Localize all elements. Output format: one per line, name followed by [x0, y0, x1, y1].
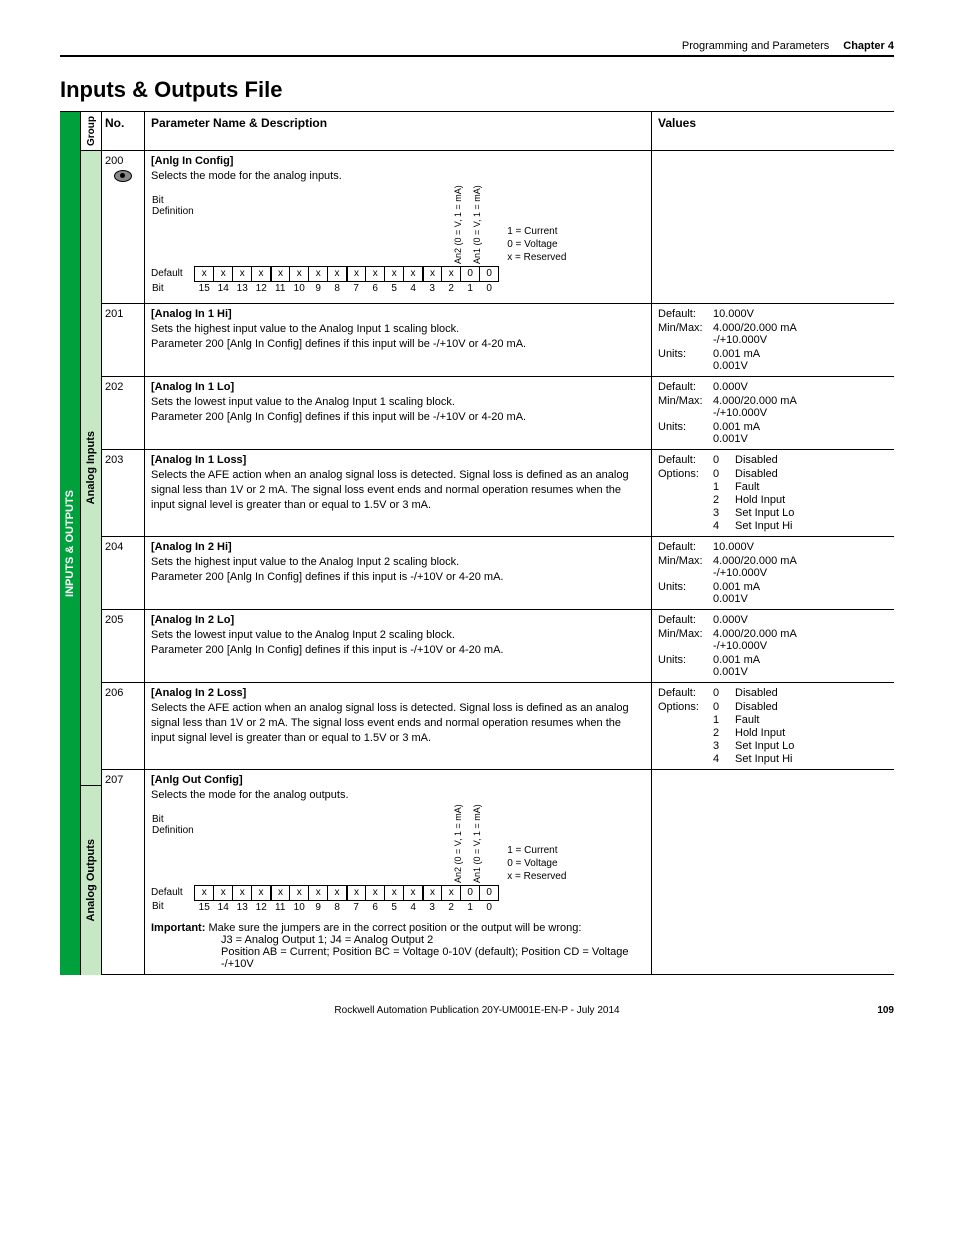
param-name: [Anlg Out Config] — [151, 774, 645, 786]
param-desc: Selects the mode for the analog inputs. — [151, 169, 645, 184]
important-note: Important: Make sure the jumpers are in … — [151, 922, 645, 970]
param-values: Default:10.000VMin/Max:4.000/20.000 mA -… — [652, 537, 894, 609]
footer-page-number: 109 — [877, 1005, 894, 1016]
table-row: 200 [Anlg In Config] Selects the mode for… — [102, 151, 894, 304]
value-data: 4.000/20.000 mA -/+10.000V — [713, 555, 888, 579]
value-label: Units: — [658, 421, 713, 445]
group-analog-inputs: Analog Inputs — [81, 151, 101, 786]
value-data: 10.000V — [713, 541, 888, 553]
value-label: Min/Max: — [658, 322, 713, 346]
group-analog-outputs: Analog Outputs — [81, 786, 101, 975]
value-label: Default: — [658, 541, 713, 553]
value-data: 4.000/20.000 mA -/+10.000V — [713, 322, 888, 346]
value-label: Default: — [658, 308, 713, 320]
bit-legend: 1 = Current0 = Voltagex = Reserved — [499, 194, 568, 295]
table-row: 201 [Analog In 1 Hi] Sets the highest inp… — [102, 304, 894, 377]
value-data: 0.000V — [713, 614, 888, 626]
param-desc: Sets the highest input value to the Anal… — [151, 555, 645, 585]
value-data: 4.000/20.000 mA -/+10.000V — [713, 628, 888, 652]
bit-legend: 1 = Current0 = Voltagex = Reserved — [499, 813, 568, 914]
param-name: [Analog In 2 Loss] — [151, 687, 645, 699]
value-label: Min/Max: — [658, 555, 713, 579]
param-name: [Analog In 2 Lo] — [151, 614, 645, 626]
param-desc: Sets the lowest input value to the Analo… — [151, 628, 645, 658]
group-header: Group — [86, 116, 97, 146]
table-row: 204 [Analog In 2 Hi] Sets the highest inp… — [102, 537, 894, 610]
table-row: 207 [Anlg Out Config] Selects the mode fo… — [102, 770, 894, 975]
page-header: Programming and Parameters Chapter 4 — [60, 40, 894, 57]
param-values: Default:0.000VMin/Max:4.000/20.000 mA -/… — [652, 610, 894, 682]
table-row: 203 [Analog In 1 Loss] Selects the AFE ac… — [102, 450, 894, 537]
readonly-icon — [114, 170, 132, 182]
page-footer: Rockwell Automation Publication 20Y-UM00… — [60, 1005, 894, 1016]
value-label: Default: — [658, 381, 713, 393]
param-name: [Analog In 2 Hi] — [151, 541, 645, 553]
param-desc: Sets the highest input value to the Anal… — [151, 322, 645, 352]
param-desc: Sets the lowest input value to the Analo… — [151, 395, 645, 425]
param-no: 204 — [102, 537, 145, 609]
header-section: Programming and Parameters — [682, 40, 829, 52]
value-data: 0.001 mA 0.001V — [713, 348, 888, 372]
param-values: Default:0DisabledOptions:0Disabled1Fault… — [652, 683, 894, 769]
footer-publication: Rockwell Automation Publication 20Y-UM00… — [334, 1005, 619, 1016]
file-label: INPUTS & OUTPUTS — [64, 490, 76, 597]
param-no: 203 — [102, 450, 145, 536]
parameter-table: INPUTS & OUTPUTS Group Analog Inputs Ana… — [60, 111, 894, 975]
value-data: 0.001 mA 0.001V — [713, 654, 888, 678]
col-pname: Parameter Name & Description — [145, 112, 652, 150]
value-data: 0.001 mA 0.001V — [713, 421, 888, 445]
param-desc: Selects the AFE action when an analog si… — [151, 701, 645, 746]
col-no: No. — [102, 112, 145, 150]
bit-definition-table: Bit DefinitionAn2 (0 = V, 1 = mA)An1 (0 … — [151, 194, 645, 295]
value-label: Units: — [658, 654, 713, 678]
param-no: 206 — [102, 683, 145, 769]
value-label: Units: — [658, 581, 713, 605]
param-values: Default:0.000VMin/Max:4.000/20.000 mA -/… — [652, 377, 894, 449]
table-row: 206 [Analog In 2 Loss] Selects the AFE ac… — [102, 683, 894, 770]
param-name: [Anlg In Config] — [151, 155, 645, 167]
param-no: 200 — [102, 151, 145, 303]
value-data: 4.000/20.000 mA -/+10.000V — [713, 395, 888, 419]
table-row: 202 [Analog In 1 Lo] Sets the lowest inpu… — [102, 377, 894, 450]
param-values — [652, 770, 894, 974]
bit-definition-table: Bit DefinitionAn2 (0 = V, 1 = mA)An1 (0 … — [151, 813, 645, 914]
value-data: 0.001 mA 0.001V — [713, 581, 888, 605]
param-desc: Selects the mode for the analog outputs. — [151, 788, 645, 803]
value-label: Default: — [658, 614, 713, 626]
group-column: Group Analog Inputs Analog Outputs — [81, 112, 102, 975]
param-values — [652, 151, 894, 303]
param-name: [Analog In 1 Loss] — [151, 454, 645, 466]
param-name: [Analog In 1 Lo] — [151, 381, 645, 393]
param-desc: Selects the AFE action when an analog si… — [151, 468, 645, 513]
col-vals: Values — [652, 112, 894, 150]
param-no: 205 — [102, 610, 145, 682]
value-label: Units: — [658, 348, 713, 372]
page-title: Inputs & Outputs File — [60, 77, 894, 103]
param-no: 201 — [102, 304, 145, 376]
param-no: 207 — [102, 770, 145, 974]
table-row: 205 [Analog In 2 Lo] Sets the lowest inpu… — [102, 610, 894, 683]
param-name: [Analog In 1 Hi] — [151, 308, 645, 320]
header-chapter: Chapter 4 — [843, 40, 894, 52]
value-label: Min/Max: — [658, 395, 713, 419]
value-label: Min/Max: — [658, 628, 713, 652]
param-values: Default:10.000VMin/Max:4.000/20.000 mA -… — [652, 304, 894, 376]
value-data: 10.000V — [713, 308, 888, 320]
table-header-row: No. Parameter Name & Description Values — [102, 112, 894, 151]
param-values: Default:0DisabledOptions:0Disabled1Fault… — [652, 450, 894, 536]
param-no: 202 — [102, 377, 145, 449]
file-column: INPUTS & OUTPUTS — [60, 112, 81, 975]
value-data: 0.000V — [713, 381, 888, 393]
